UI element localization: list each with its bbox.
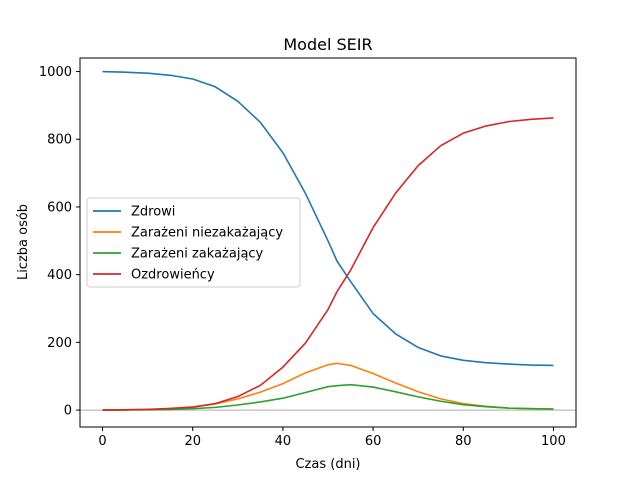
y-tick-label: 400 xyxy=(47,268,72,283)
x-tick-label: 60 xyxy=(365,434,382,449)
legend-label: Zdrowi xyxy=(131,205,175,220)
y-tick-label: 600 xyxy=(47,200,72,215)
series-line-1 xyxy=(102,70,554,367)
y-tick-label: 200 xyxy=(47,336,72,351)
series-line-3 xyxy=(102,383,554,411)
plot-frame xyxy=(79,57,577,428)
x-tick-label: 80 xyxy=(455,434,472,449)
x-tick-label: 0 xyxy=(98,434,106,449)
legend-label: Ozdrowieńcy xyxy=(131,268,215,283)
y-tick-label: 800 xyxy=(47,133,72,148)
chart-title: Model SEIR xyxy=(283,35,372,54)
y-tick-label: 0 xyxy=(64,404,72,419)
y-axis-label: Liczba osób xyxy=(16,204,31,280)
x-tick-label: 20 xyxy=(184,434,201,449)
legend-box xyxy=(86,197,301,288)
x-tick-label: 40 xyxy=(275,434,292,449)
legend-label: Zarażeni niezakażający xyxy=(131,226,283,241)
x-axis-label: Czas (dni) xyxy=(295,457,360,472)
series-line-4 xyxy=(102,117,554,411)
y-tick-label: 1000 xyxy=(39,65,72,80)
legend-label: Zarażeni zakażający xyxy=(131,247,264,262)
x-tick-label: 100 xyxy=(541,434,566,449)
